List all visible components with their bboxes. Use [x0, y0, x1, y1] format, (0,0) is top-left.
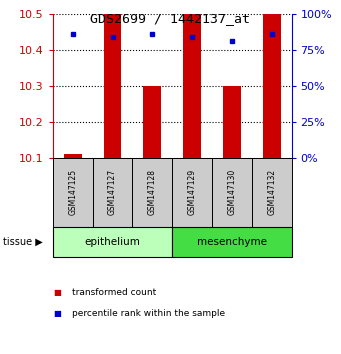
Bar: [132, 158, 172, 227]
Text: ■: ■: [53, 309, 61, 318]
Text: epithelium: epithelium: [85, 236, 140, 247]
Bar: [64, 154, 82, 158]
Text: ■: ■: [53, 287, 61, 297]
Text: GSM147127: GSM147127: [108, 169, 117, 215]
Bar: [263, 14, 281, 158]
Text: transformed count: transformed count: [72, 287, 156, 297]
Text: percentile rank within the sample: percentile rank within the sample: [72, 309, 225, 318]
Text: GSM147132: GSM147132: [267, 169, 276, 215]
Text: tissue ▶: tissue ▶: [3, 236, 43, 247]
Bar: [212, 158, 252, 227]
Bar: [252, 158, 292, 227]
Bar: [143, 86, 161, 158]
Bar: [223, 86, 241, 158]
Text: GSM147128: GSM147128: [148, 169, 157, 215]
Bar: [104, 14, 121, 158]
Text: GSM147125: GSM147125: [68, 169, 77, 215]
Bar: [53, 158, 93, 227]
Text: mesenchyme: mesenchyme: [197, 236, 267, 247]
Text: GDS2699 / 1442137_at: GDS2699 / 1442137_at: [90, 12, 251, 25]
Bar: [53, 227, 172, 257]
Bar: [93, 158, 132, 227]
Text: GSM147129: GSM147129: [188, 169, 197, 215]
Bar: [172, 158, 212, 227]
Text: GSM147130: GSM147130: [227, 169, 236, 215]
Bar: [172, 227, 292, 257]
Bar: [183, 14, 201, 158]
